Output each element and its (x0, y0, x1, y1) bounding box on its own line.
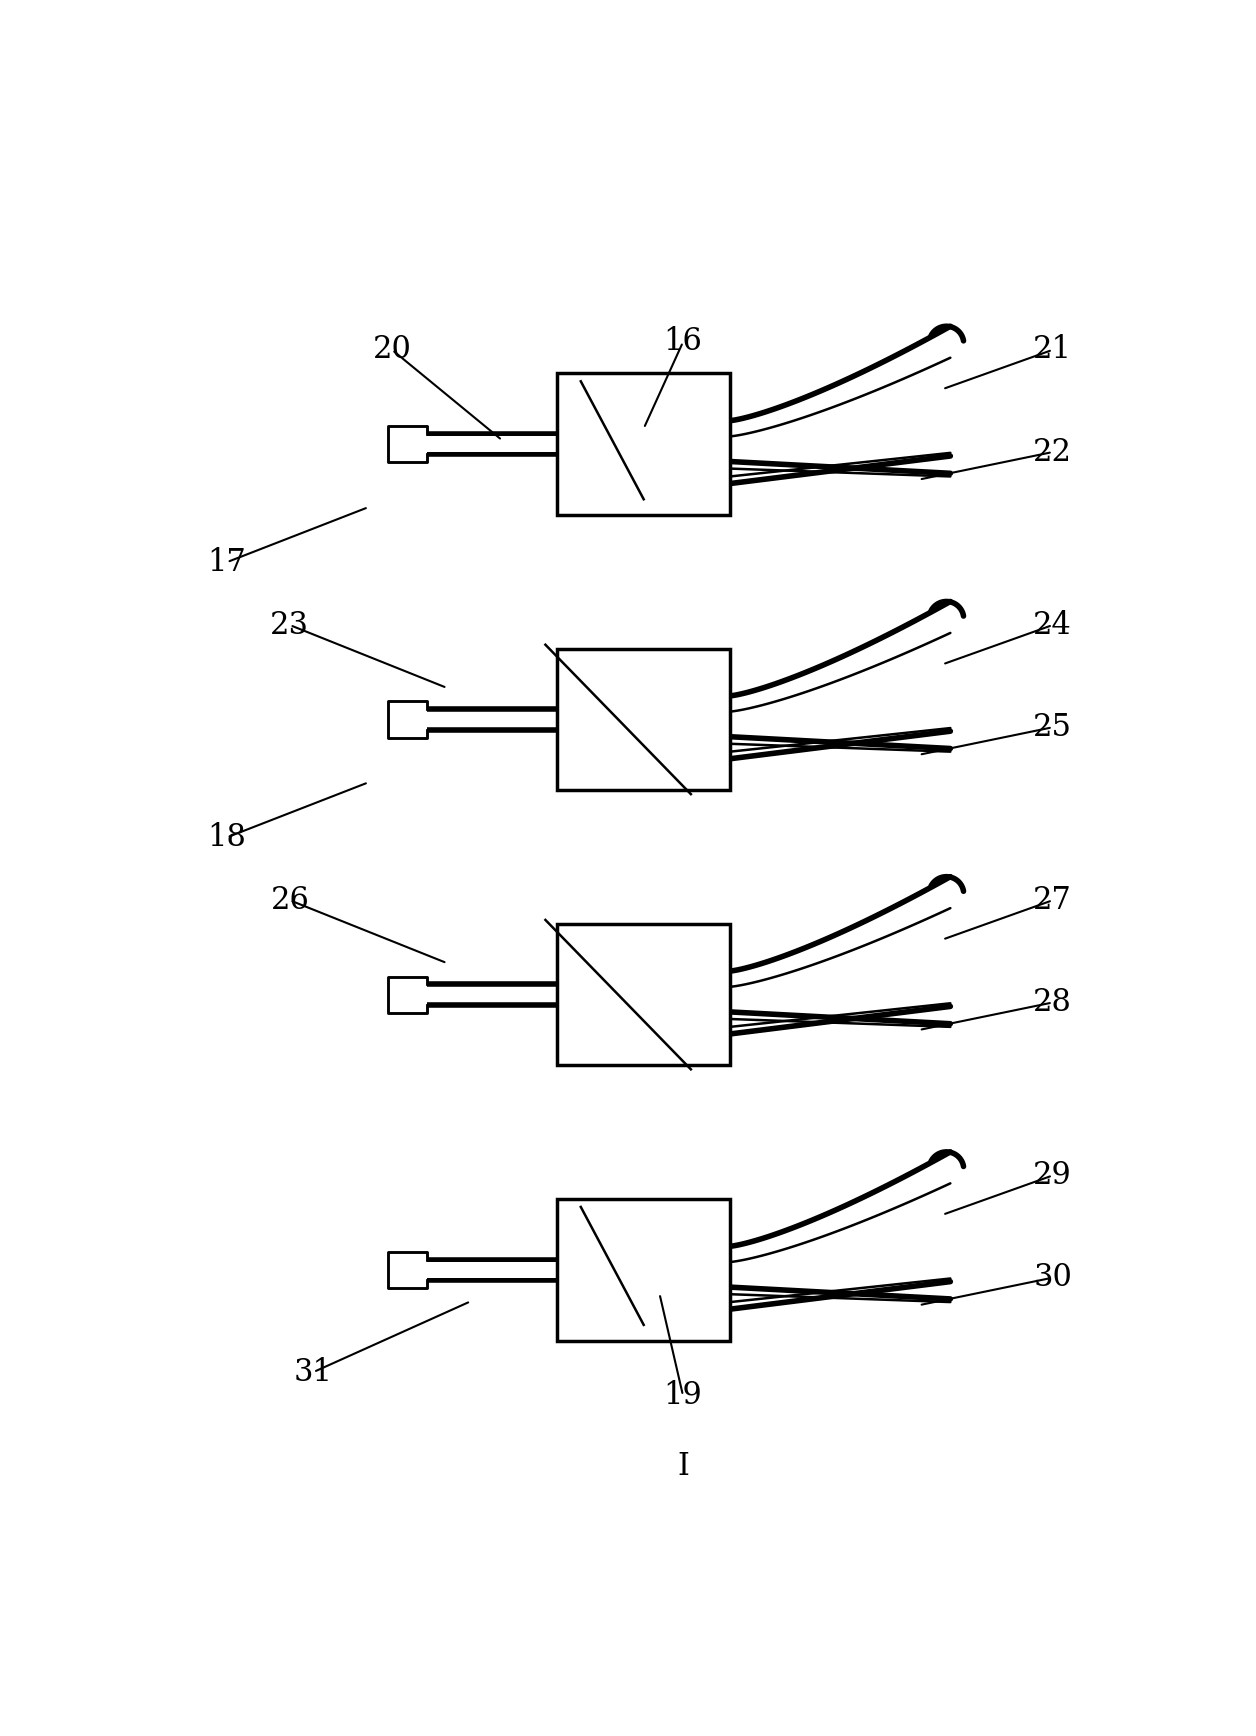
Text: 29: 29 (1034, 1160, 1071, 1191)
Bar (412, 712, 558, 727)
Bar (388, 425, 427, 462)
Bar (558, 373, 730, 516)
Text: 26: 26 (270, 885, 309, 917)
Text: 24: 24 (1034, 609, 1071, 641)
Bar (388, 1252, 427, 1288)
Text: 17: 17 (207, 547, 246, 578)
Text: 19: 19 (663, 1380, 702, 1411)
Bar (412, 986, 558, 1002)
Text: 16: 16 (663, 326, 702, 358)
Text: 28: 28 (1034, 988, 1073, 1017)
Bar (558, 924, 730, 1066)
Bar (558, 649, 730, 790)
Text: 20: 20 (373, 335, 412, 365)
Bar (412, 436, 558, 451)
Bar (558, 1200, 730, 1340)
Bar (412, 1262, 558, 1278)
Text: 18: 18 (207, 821, 246, 852)
Bar (388, 701, 427, 738)
Text: 23: 23 (270, 609, 309, 641)
Text: 21: 21 (1034, 335, 1073, 365)
Text: 30: 30 (1034, 1262, 1073, 1293)
Text: I: I (677, 1451, 690, 1483)
Text: 25: 25 (1034, 712, 1073, 743)
Text: 31: 31 (294, 1356, 333, 1387)
Text: 22: 22 (1034, 436, 1073, 467)
Text: 27: 27 (1034, 885, 1073, 917)
Bar (388, 977, 427, 1012)
